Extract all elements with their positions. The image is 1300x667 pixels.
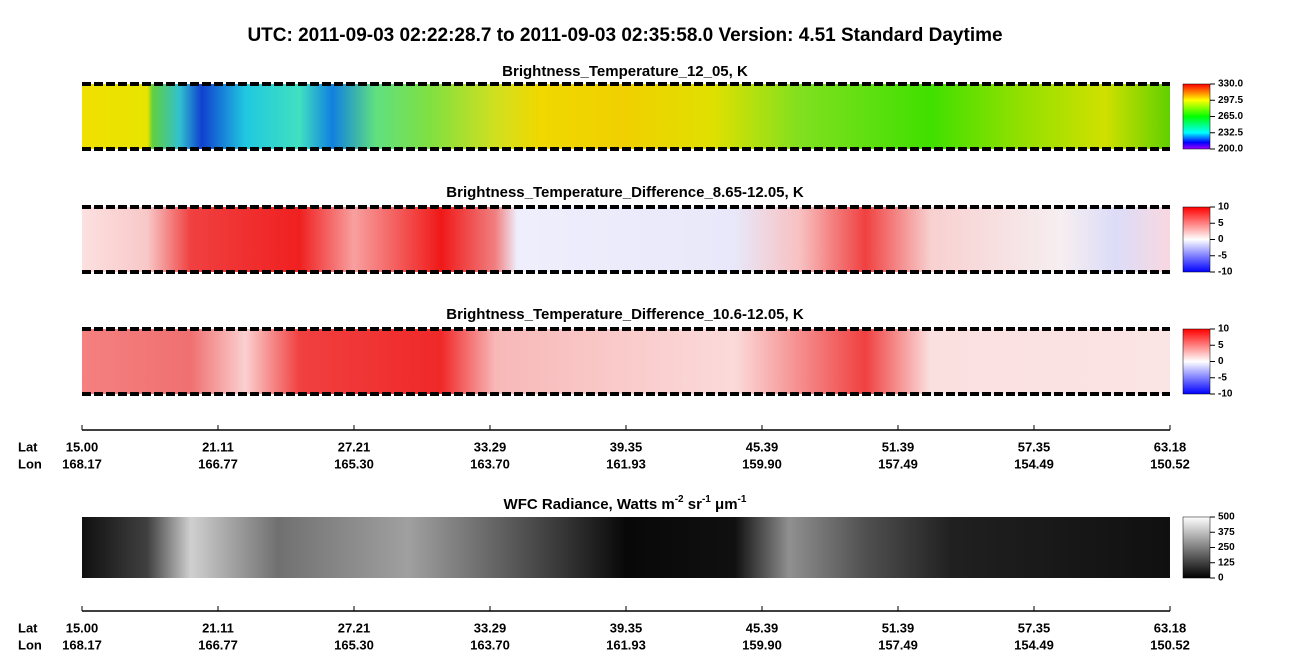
lat-tick-label: 57.35 [1018, 620, 1051, 635]
lon-tick-label: 154.49 [1014, 456, 1054, 471]
colorbar-label: -10 [1218, 389, 1233, 400]
lon-tick-label: 150.52 [1150, 637, 1190, 652]
colorbar-label: 500 [1218, 512, 1235, 523]
lat-tick-label: 51.39 [882, 439, 915, 454]
title-part: -1 [702, 494, 711, 505]
lat-tick-label: 39.35 [610, 620, 643, 635]
lon-tick-label: 165.30 [334, 456, 374, 471]
colorbar-label: 0 [1218, 356, 1224, 367]
lat-tick-label: 27.21 [338, 620, 371, 635]
lon-tick-label: 166.77 [198, 637, 238, 652]
lat-tick-label: 45.39 [746, 620, 779, 635]
colorbar-label: 265.0 [1218, 111, 1243, 122]
colorbar [1182, 328, 1211, 395]
title-part: sr [684, 496, 703, 513]
title-part: μm [711, 496, 738, 513]
lat-label: Lat [18, 620, 38, 635]
lat-tick-label: 33.29 [474, 439, 507, 454]
colorbar-label: 5 [1218, 218, 1224, 229]
image-strip [82, 517, 1170, 578]
lat-tick-label: 21.11 [202, 620, 234, 635]
colorbar-label: -5 [1218, 372, 1227, 383]
colorbar-label: 297.5 [1218, 95, 1243, 106]
colorbar-label: 0 [1218, 573, 1224, 584]
colorbar-label: -10 [1218, 267, 1233, 278]
lat-label: Lat [18, 439, 38, 454]
lon-tick-label: 161.93 [606, 456, 646, 471]
lat-tick-label: 51.39 [882, 620, 915, 635]
colorbar-label: 0 [1218, 234, 1224, 245]
lon-tick-label: 168.17 [62, 637, 102, 652]
colorbar-label: 330.0 [1218, 79, 1243, 90]
title-part: WFC Radiance, Watts m [504, 496, 675, 513]
lat-tick-label: 63.18 [1154, 439, 1187, 454]
colorbar [1182, 206, 1211, 273]
colorbar-label: -5 [1218, 250, 1227, 261]
lon-tick-label: 159.90 [742, 637, 782, 652]
lon-tick-label: 166.77 [198, 456, 238, 471]
lon-tick-label: 161.93 [606, 637, 646, 652]
lat-tick-label: 15.00 [66, 620, 99, 635]
lon-tick-label: 159.90 [742, 456, 782, 471]
lat-tick-label: 57.35 [1018, 439, 1051, 454]
lon-tick-label: 163.70 [470, 456, 510, 471]
lon-label: Lon [18, 637, 42, 652]
colorbar-label: 250 [1218, 542, 1235, 553]
panel-title: Brightness_Temperature_Difference_10.6-1… [446, 306, 804, 323]
colorbar-label: 200.0 [1218, 144, 1243, 155]
lon-tick-label: 157.49 [878, 456, 918, 471]
lon-tick-label: 154.49 [1014, 637, 1054, 652]
colorbar-label: 125 [1218, 557, 1235, 568]
panel-title: Brightness_Temperature_12_05, K [502, 63, 748, 80]
image-strip [82, 329, 1170, 394]
lat-tick-label: 39.35 [610, 439, 643, 454]
colorbar-label: 10 [1218, 202, 1230, 213]
lat-tick-label: 21.11 [202, 439, 234, 454]
title-part: -2 [675, 494, 684, 505]
lat-tick-label: 45.39 [746, 439, 779, 454]
lon-tick-label: 163.70 [470, 637, 510, 652]
panel-title: Brightness_Temperature_Difference_8.65-1… [446, 184, 804, 201]
image-strip [82, 84, 1170, 149]
lat-tick-label: 63.18 [1154, 620, 1187, 635]
colorbar-label: 10 [1218, 324, 1230, 335]
image-strip [82, 207, 1170, 272]
lat-tick-label: 33.29 [474, 620, 507, 635]
lon-tick-label: 165.30 [334, 637, 374, 652]
panel-title: WFC Radiance, Watts m-2 sr-1 μm-1 [504, 494, 747, 513]
title-part: -1 [738, 494, 747, 505]
colorbar [1182, 516, 1211, 579]
colorbar-label: 5 [1218, 340, 1224, 351]
lon-label: Lon [18, 456, 42, 471]
lat-tick-label: 15.00 [66, 439, 99, 454]
lon-tick-label: 168.17 [62, 456, 102, 471]
colorbar [1182, 83, 1211, 150]
lon-tick-label: 150.52 [1150, 456, 1190, 471]
lat-tick-label: 27.21 [338, 439, 371, 454]
colorbar-label: 375 [1218, 527, 1235, 538]
page-title: UTC: 2011-09-03 02:22:28.7 to 2011-09-03… [247, 25, 1002, 46]
colorbar-label: 232.5 [1218, 127, 1243, 138]
lon-tick-label: 157.49 [878, 637, 918, 652]
